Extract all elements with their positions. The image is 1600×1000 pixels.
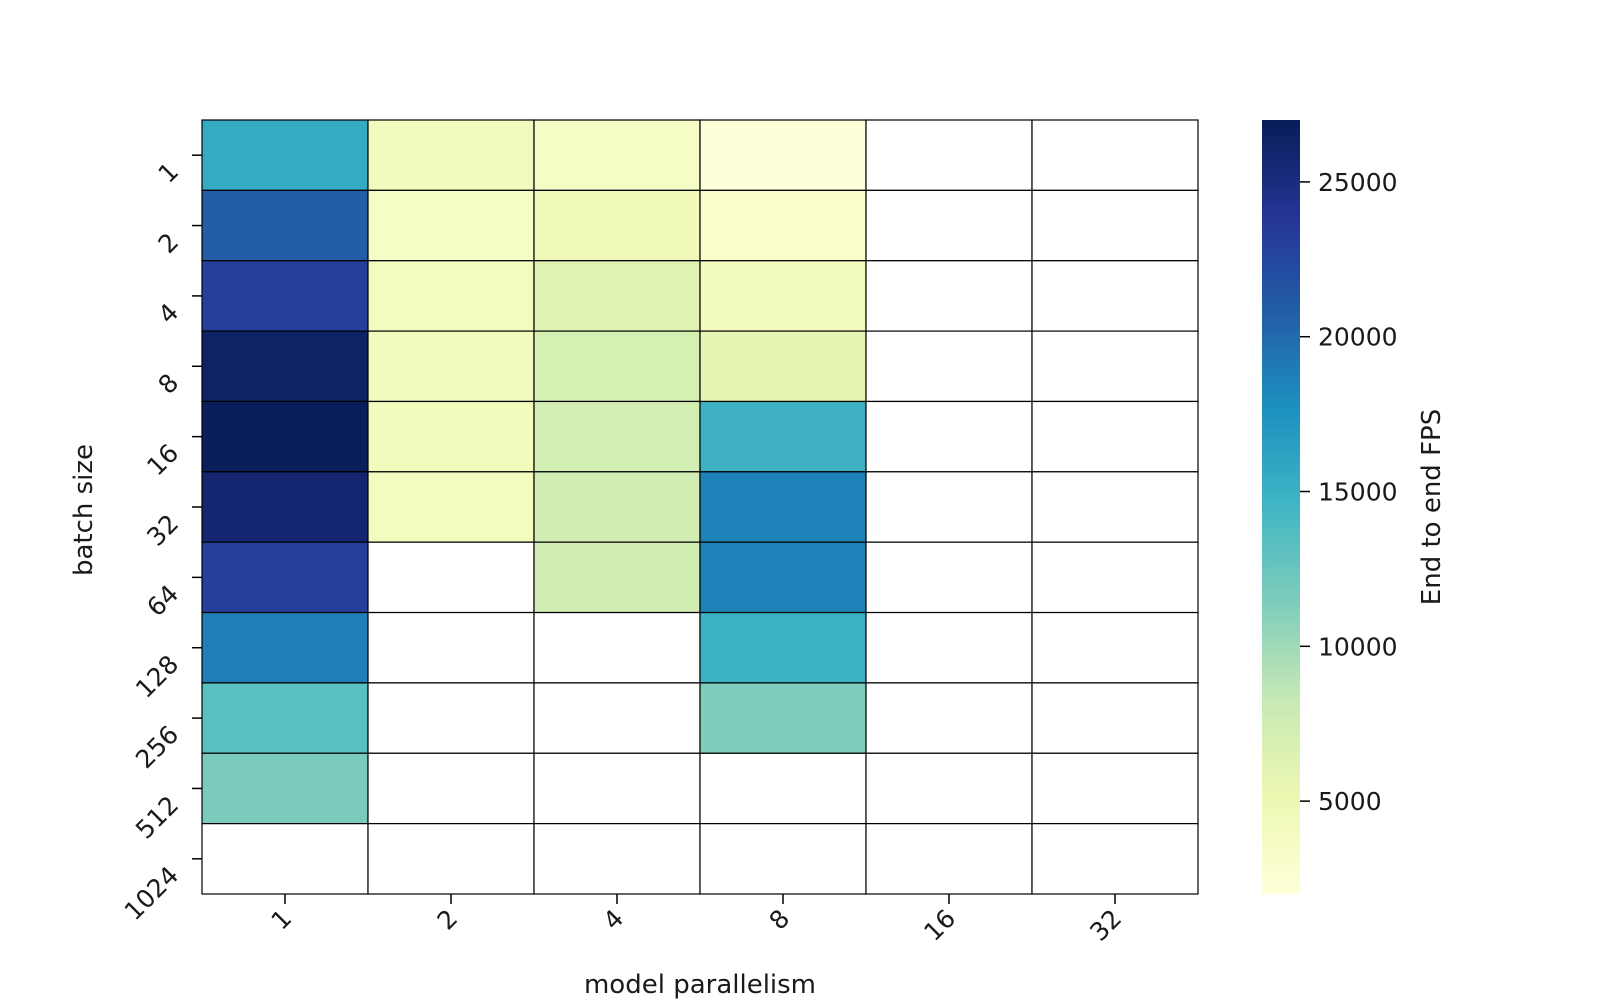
y-tick-label: 2 — [152, 227, 184, 259]
y-tick-label: 256 — [130, 720, 184, 774]
colorbar — [1262, 120, 1300, 894]
heatmap-cell — [367, 682, 535, 754]
heatmap-cell — [533, 541, 701, 614]
heatmap-cell — [1031, 682, 1199, 754]
heatmap-cell — [1031, 189, 1199, 262]
y-tick-label: 1 — [152, 157, 184, 189]
colorbar-tick-label: 5000 — [1318, 787, 1382, 816]
y-tick-label: 4 — [152, 298, 184, 330]
heatmap-cell — [699, 752, 867, 825]
x-axis-label: model parallelism — [584, 970, 816, 1000]
heatmap-cell — [699, 682, 867, 754]
heatmap-cell — [699, 260, 867, 332]
heatmap-cell — [865, 541, 1033, 614]
x-tick-label: 32 — [1084, 904, 1127, 947]
heatmap-cell — [367, 189, 535, 262]
heatmap-cell — [533, 189, 701, 262]
y-axis-ticks: 1 2 4 8 16 32 64 128 256 512 1024 — [119, 154, 202, 926]
heatmap-cell — [1031, 330, 1199, 403]
heatmap-cell — [865, 823, 1033, 895]
x-tick-label: 1 — [265, 904, 297, 936]
y-axis-label: batch size — [69, 444, 99, 576]
heatmap-cell — [865, 752, 1033, 825]
y-tick-label: 512 — [130, 790, 184, 844]
x-tick-label: 8 — [763, 904, 795, 936]
heatmap-cell — [367, 823, 535, 895]
heatmap-cell — [865, 189, 1033, 262]
colorbar-tick-label: 25000 — [1318, 168, 1398, 197]
heatmap-cell — [533, 330, 701, 403]
colorbar-label: End to end FPS — [1417, 409, 1447, 605]
heatmap-cell — [699, 189, 867, 262]
heatmap-cell — [201, 119, 369, 191]
y-tick-label: 32 — [141, 509, 184, 552]
heatmap-cell — [533, 823, 701, 895]
heatmap-cell — [865, 471, 1033, 543]
heatmap-cell — [1031, 119, 1199, 191]
heatmap-cell — [699, 541, 867, 614]
heatmap-cell — [1031, 611, 1199, 684]
heatmap-cell — [201, 752, 369, 825]
heatmap-cell — [1031, 541, 1199, 614]
x-tick-label: 16 — [918, 904, 961, 947]
heatmap-cell — [1031, 400, 1199, 473]
heatmap-cell — [533, 471, 701, 543]
colorbar-ticks: 5000 10000 15000 20000 25000 — [1300, 168, 1398, 816]
y-tick-label: 8 — [152, 368, 184, 400]
y-tick-label: 1024 — [119, 861, 184, 926]
heatmap-cell — [201, 682, 369, 754]
heatmap-cell — [367, 752, 535, 825]
heatmap-cell — [865, 119, 1033, 191]
colorbar-tick-label: 10000 — [1318, 632, 1398, 661]
heatmap-cells — [201, 119, 1199, 895]
colorbar-tick-label: 15000 — [1318, 478, 1398, 507]
heatmap-cell — [865, 260, 1033, 332]
heatmap-cell — [699, 400, 867, 473]
heatmap-cell — [367, 471, 535, 543]
heatmap-cell — [201, 541, 369, 614]
heatmap-cell — [201, 611, 369, 684]
heatmap-cell — [201, 400, 369, 473]
heatmap-cell — [533, 260, 701, 332]
y-tick-label: 16 — [141, 438, 184, 481]
heatmap-cell — [533, 682, 701, 754]
heatmap-cell — [201, 471, 369, 543]
heatmap-cell — [699, 471, 867, 543]
heatmap-cell — [367, 611, 535, 684]
y-tick-label: 64 — [141, 579, 184, 622]
heatmap-cell — [699, 611, 867, 684]
heatmap-cell — [367, 119, 535, 191]
heatmap-cell — [1031, 471, 1199, 543]
heatmap-cell — [865, 611, 1033, 684]
heatmap-cell — [201, 330, 369, 403]
colorbar-tick-label: 20000 — [1318, 323, 1398, 352]
x-tick-label: 4 — [597, 904, 629, 936]
x-axis-ticks: 1 2 4 8 16 32 — [265, 894, 1127, 947]
heatmap-cell — [367, 400, 535, 473]
heatmap-cell — [699, 119, 867, 191]
heatmap-cell — [699, 823, 867, 895]
heatmap-cell — [201, 260, 369, 332]
heatmap-cell — [865, 682, 1033, 754]
heatmap-cell — [533, 752, 701, 825]
y-tick-label: 128 — [130, 649, 184, 703]
heatmap-cell — [201, 189, 369, 262]
heatmap-cell — [533, 400, 701, 473]
heatmap-cell — [201, 823, 369, 895]
heatmap-cell — [367, 260, 535, 332]
heatmap-cell — [1031, 823, 1199, 895]
heatmap-cell — [367, 330, 535, 403]
heatmap-cell — [865, 400, 1033, 473]
heatmap-cell — [367, 541, 535, 614]
x-tick-label: 2 — [431, 904, 463, 936]
heatmap-cell — [1031, 260, 1199, 332]
heatmap-cell — [1031, 752, 1199, 825]
heatmap-cell — [533, 611, 701, 684]
heatmap-cell — [699, 330, 867, 403]
heatmap-cell — [533, 119, 701, 191]
heatmap-cell — [865, 330, 1033, 403]
